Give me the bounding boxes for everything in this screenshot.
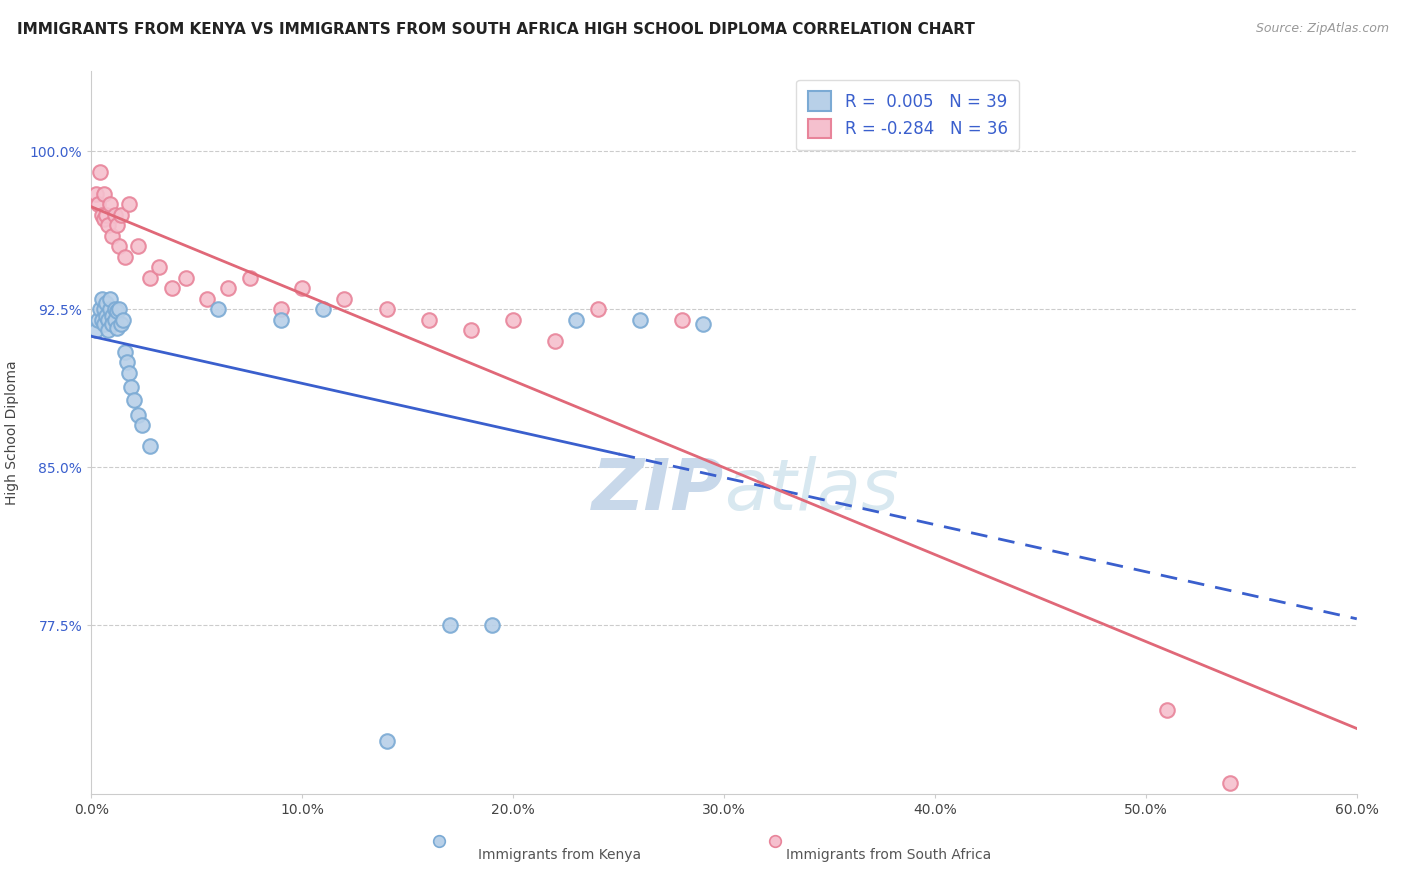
Point: [104, 208, 127, 222]
Point: [270, 313, 292, 327]
Point: [628, 313, 651, 327]
Point: [139, 439, 162, 453]
Point: [104, 313, 127, 327]
Point: [111, 313, 135, 327]
Point: [139, 270, 162, 285]
Point: [160, 281, 183, 295]
Point: [114, 250, 136, 264]
Point: [107, 239, 129, 253]
Point: [101, 309, 124, 323]
Point: [195, 292, 219, 306]
Point: [96, 296, 117, 310]
Point: [115, 355, 138, 369]
Point: [122, 392, 145, 407]
Point: [217, 281, 239, 295]
Point: [174, 270, 197, 285]
Point: [107, 302, 129, 317]
Point: [565, 313, 588, 327]
Point: [1156, 703, 1178, 717]
Point: [105, 218, 128, 232]
Point: [98, 292, 121, 306]
Point: [89, 165, 111, 179]
Point: [101, 317, 124, 331]
Point: [671, 313, 693, 327]
Point: [105, 304, 128, 318]
Point: [105, 321, 128, 335]
Point: [90, 208, 114, 222]
Point: [131, 418, 153, 433]
Point: [98, 302, 121, 317]
Text: Immigrants from South Africa: Immigrants from South Africa: [786, 848, 991, 862]
Legend: R =  0.005   N = 39, R = -0.284   N = 36: R = 0.005 N = 39, R = -0.284 N = 36: [796, 79, 1019, 150]
Point: [87, 313, 110, 327]
Point: [101, 228, 124, 243]
Text: atlas: atlas: [724, 456, 898, 524]
Point: [439, 618, 461, 632]
Point: [418, 313, 440, 327]
Point: [110, 208, 132, 222]
Point: [104, 302, 127, 317]
Point: [93, 211, 115, 226]
Point: [586, 302, 609, 317]
Point: [97, 313, 120, 327]
Point: [375, 734, 398, 748]
Point: [238, 270, 260, 285]
Point: [97, 323, 120, 337]
Point: [460, 323, 482, 337]
Point: [544, 334, 567, 348]
Point: [114, 344, 136, 359]
Point: [481, 618, 503, 632]
Text: Immigrants from Kenya: Immigrants from Kenya: [478, 848, 641, 862]
Point: [270, 302, 292, 317]
Point: [96, 208, 117, 222]
Point: [207, 302, 229, 317]
Point: [93, 317, 115, 331]
Point: [93, 302, 115, 317]
Point: [97, 218, 120, 232]
Point: [312, 302, 335, 317]
Point: [89, 302, 111, 317]
Point: [692, 317, 714, 331]
Point: [96, 309, 117, 323]
Point: [118, 366, 141, 380]
Point: [502, 313, 524, 327]
Point: [84, 323, 107, 337]
Y-axis label: High School Diploma: High School Diploma: [4, 360, 18, 505]
Point: [110, 317, 132, 331]
Point: [90, 313, 114, 327]
Point: [127, 239, 149, 253]
Text: IMMIGRANTS FROM KENYA VS IMMIGRANTS FROM SOUTH AFRICA HIGH SCHOOL DIPLOMA CORREL: IMMIGRANTS FROM KENYA VS IMMIGRANTS FROM…: [17, 22, 974, 37]
Point: [120, 380, 143, 394]
Point: [87, 197, 110, 211]
Point: [118, 197, 141, 211]
Point: [375, 302, 398, 317]
Text: Source: ZipAtlas.com: Source: ZipAtlas.com: [1256, 22, 1389, 36]
Point: [148, 260, 170, 275]
Point: [90, 292, 114, 306]
Point: [291, 281, 314, 295]
Point: [127, 408, 149, 422]
Text: ZIP: ZIP: [592, 456, 724, 524]
Point: [98, 197, 121, 211]
Point: [93, 186, 115, 201]
Point: [333, 292, 356, 306]
Point: [84, 186, 107, 201]
Point: [1219, 776, 1241, 790]
